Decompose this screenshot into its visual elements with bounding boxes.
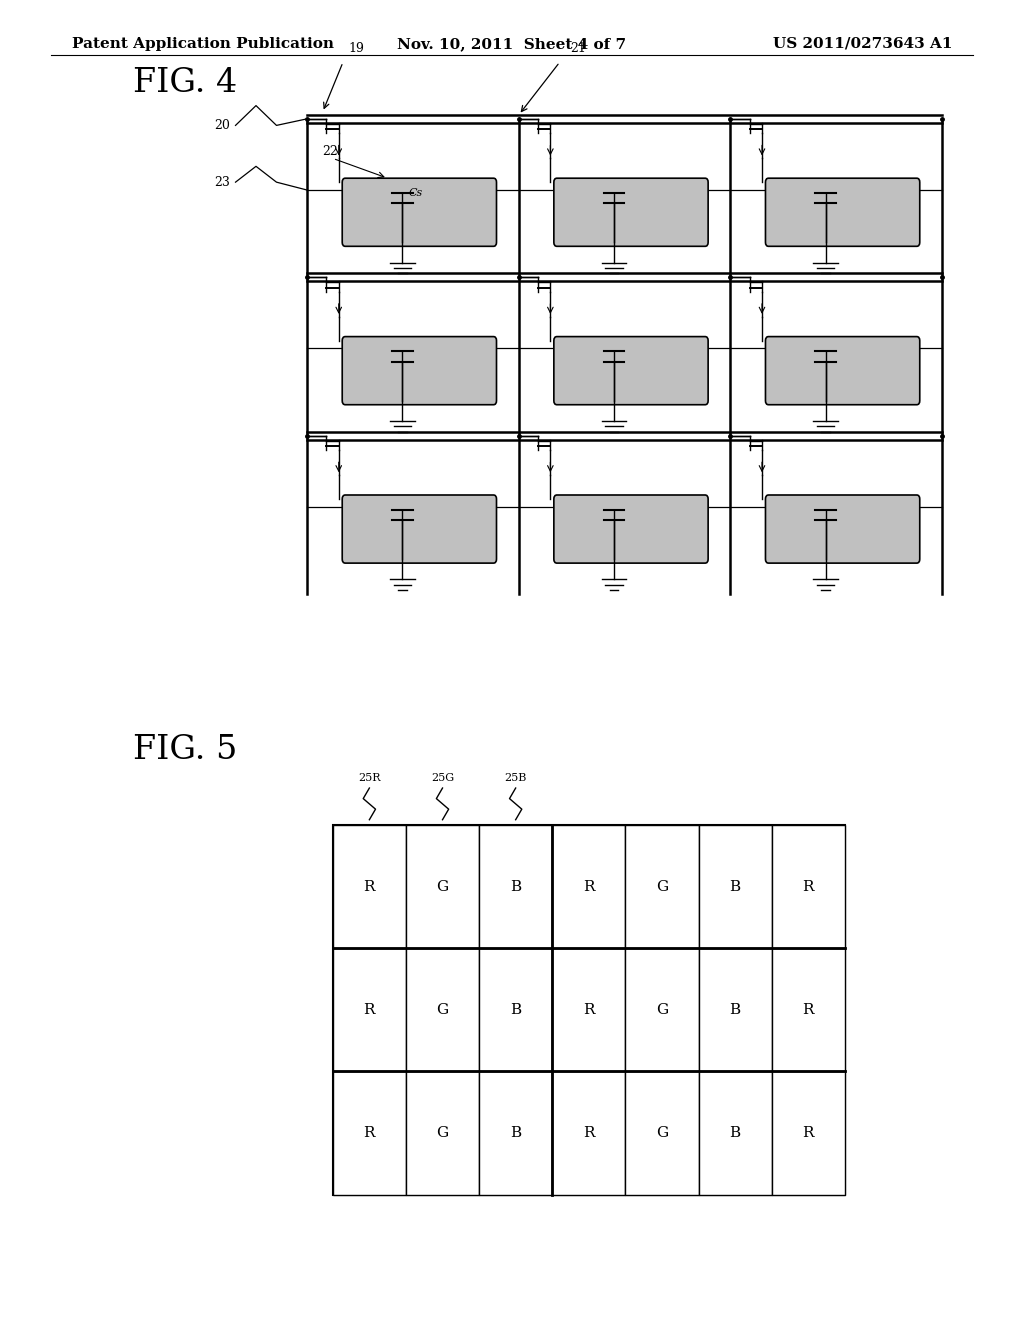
Text: 22: 22 xyxy=(323,145,338,158)
Text: Cs: Cs xyxy=(409,187,423,198)
Text: Nov. 10, 2011  Sheet 4 of 7: Nov. 10, 2011 Sheet 4 of 7 xyxy=(397,37,627,51)
FancyBboxPatch shape xyxy=(342,495,497,564)
FancyBboxPatch shape xyxy=(766,337,920,405)
Bar xyxy=(772,1072,845,1195)
FancyBboxPatch shape xyxy=(554,495,709,564)
Text: G: G xyxy=(655,879,668,894)
Text: 19: 19 xyxy=(348,42,365,55)
Text: 25B: 25B xyxy=(505,772,526,783)
FancyBboxPatch shape xyxy=(766,495,920,564)
Text: G: G xyxy=(436,879,449,894)
Text: B: B xyxy=(510,1003,521,1016)
Bar xyxy=(626,825,698,948)
FancyBboxPatch shape xyxy=(342,337,497,405)
Bar xyxy=(552,1072,626,1195)
FancyBboxPatch shape xyxy=(766,178,920,247)
Text: R: R xyxy=(803,879,814,894)
Text: B: B xyxy=(729,879,740,894)
Text: R: R xyxy=(583,879,595,894)
Text: R: R xyxy=(583,1126,595,1140)
Bar xyxy=(626,1072,698,1195)
Text: R: R xyxy=(364,1126,375,1140)
Text: G: G xyxy=(436,1003,449,1016)
Bar xyxy=(406,825,479,948)
FancyBboxPatch shape xyxy=(554,337,709,405)
Text: FIG. 5: FIG. 5 xyxy=(133,734,238,766)
Text: 21: 21 xyxy=(570,42,586,55)
Text: R: R xyxy=(364,879,375,894)
Text: B: B xyxy=(729,1003,740,1016)
Text: 23: 23 xyxy=(214,176,230,189)
FancyBboxPatch shape xyxy=(554,178,709,247)
Text: R: R xyxy=(803,1126,814,1140)
Bar xyxy=(333,825,406,948)
FancyBboxPatch shape xyxy=(342,178,497,247)
Text: R: R xyxy=(583,1003,595,1016)
Bar xyxy=(552,825,626,948)
Text: R: R xyxy=(803,1003,814,1016)
Bar xyxy=(552,948,626,1072)
Bar xyxy=(479,825,552,948)
Bar xyxy=(772,825,845,948)
Bar xyxy=(406,1072,479,1195)
Bar xyxy=(333,1072,406,1195)
Bar xyxy=(626,948,698,1072)
Text: 25G: 25G xyxy=(431,772,454,783)
Text: B: B xyxy=(510,879,521,894)
Bar xyxy=(698,825,772,948)
Bar xyxy=(479,948,552,1072)
Text: R: R xyxy=(364,1003,375,1016)
Text: US 2011/0273643 A1: US 2011/0273643 A1 xyxy=(773,37,952,51)
Bar xyxy=(479,1072,552,1195)
Text: G: G xyxy=(655,1126,668,1140)
Bar xyxy=(333,825,845,1195)
Text: B: B xyxy=(729,1126,740,1140)
Bar xyxy=(698,1072,772,1195)
Text: B: B xyxy=(510,1126,521,1140)
Text: FIG. 4: FIG. 4 xyxy=(133,67,238,99)
Bar xyxy=(772,948,845,1072)
Text: 20: 20 xyxy=(214,119,230,132)
Bar xyxy=(406,948,479,1072)
Text: G: G xyxy=(436,1126,449,1140)
Text: 25R: 25R xyxy=(358,772,381,783)
Bar xyxy=(333,948,406,1072)
Text: Patent Application Publication: Patent Application Publication xyxy=(72,37,334,51)
Text: G: G xyxy=(655,1003,668,1016)
Bar xyxy=(698,948,772,1072)
